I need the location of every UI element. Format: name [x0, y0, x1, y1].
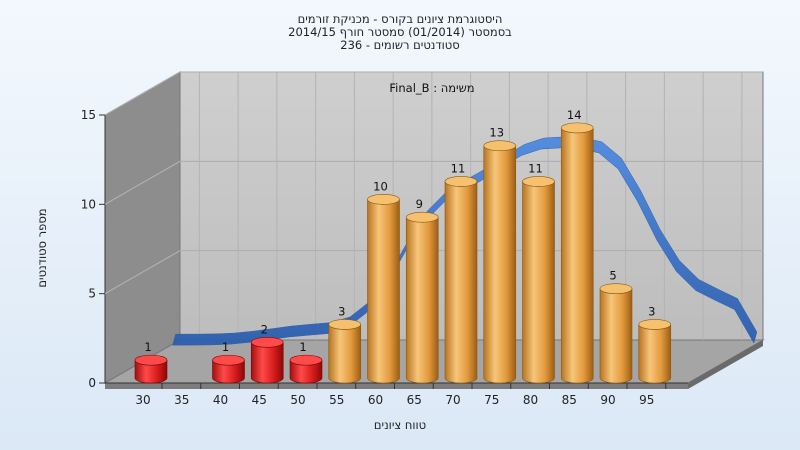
x-tick-label: 35 — [174, 393, 189, 407]
bar-80: 11 — [522, 161, 555, 384]
bar-40: 1 — [212, 340, 245, 384]
x-tick-label: 80 — [523, 393, 538, 407]
x-tick-label: 65 — [407, 393, 422, 407]
bar-90: 5 — [599, 269, 633, 384]
bar-body — [444, 181, 478, 384]
bar-body — [522, 181, 555, 384]
bar-65: 9 — [405, 197, 439, 384]
bar-value-label: 1 — [299, 340, 306, 354]
bar-top — [405, 211, 439, 223]
chart-title-line-1: היסטוגרמת ציונים בקורס - מכניקת זורמים — [298, 12, 503, 26]
y-tick-label: 5 — [88, 287, 96, 301]
bar-95: 3 — [638, 304, 672, 384]
bar-45: 2 — [250, 322, 284, 384]
bar-top — [599, 283, 633, 294]
bar-top — [212, 354, 245, 366]
x-tick-label: 30 — [135, 393, 150, 407]
bar-body — [328, 324, 362, 384]
bar-body — [367, 199, 400, 384]
bar-body — [560, 127, 594, 384]
bar-value-label: 2 — [261, 322, 268, 336]
y-tick-label: 0 — [88, 376, 96, 390]
bar-top — [134, 354, 168, 366]
x-tick-label: 85 — [562, 393, 577, 407]
y-tick-label: 10 — [81, 197, 96, 211]
bar-70: 11 — [444, 161, 478, 384]
bar-top — [367, 194, 400, 205]
bar-value-label: 1 — [222, 340, 229, 354]
x-tick-label: 75 — [484, 393, 499, 407]
bar-top — [289, 354, 323, 366]
chart-title-line-2: בסמסטר (01/2014) סמסטר חורף 2014/15 — [288, 25, 512, 39]
bar-body — [405, 217, 439, 384]
bar-55: 3 — [328, 304, 362, 384]
bar-top — [250, 336, 284, 348]
side-gridline — [104, 160, 181, 205]
bar-value-label: 14 — [567, 108, 582, 122]
y-tick-label: 15 — [81, 108, 96, 122]
bar-value-label: 1 — [144, 340, 151, 354]
bar-value-label: 10 — [373, 179, 388, 193]
x-tick-label: 90 — [600, 393, 615, 407]
bar-value-label: 3 — [648, 304, 655, 318]
side-gridline — [104, 71, 181, 116]
x-tick-label: 50 — [290, 393, 305, 407]
side-wall — [104, 71, 181, 384]
floor-front-edge — [105, 383, 688, 389]
bar-top — [328, 319, 362, 330]
x-tick-label: 45 — [252, 393, 267, 407]
x-axis-label: טווח ציונים — [374, 418, 426, 432]
y-axis-label: מספר סטודנטים — [35, 208, 49, 287]
bar-value-label: 3 — [338, 304, 345, 318]
bar-body — [638, 324, 672, 384]
side-gridline — [104, 250, 181, 295]
bar-top — [483, 140, 517, 152]
bar-value-label: 5 — [609, 269, 616, 283]
bar-body — [483, 145, 517, 384]
bar-value-label: 13 — [489, 126, 504, 140]
x-tick-label: 40 — [213, 393, 228, 407]
x-tick-label: 95 — [639, 393, 654, 407]
x-tick-label: 70 — [445, 393, 460, 407]
x-tick-label: 60 — [368, 393, 383, 407]
bar-value-label: 11 — [451, 161, 466, 175]
chart-title-line-3: סטודנטים רשומים - 236 — [340, 38, 459, 52]
bar-top — [560, 122, 594, 134]
bar-top — [522, 176, 555, 187]
task-label: משימה : Final_B — [389, 81, 474, 95]
floor-side-edge — [688, 340, 763, 389]
bar-75: 13 — [483, 126, 517, 384]
bar-value-label: 9 — [416, 197, 423, 211]
bar-85: 14 — [560, 108, 594, 384]
bar-top — [444, 176, 478, 187]
bar-50: 1 — [289, 340, 323, 384]
bar-60: 10 — [367, 179, 400, 384]
bar-body — [250, 342, 284, 384]
bar-body — [599, 288, 633, 384]
bar-value-label: 11 — [528, 161, 543, 175]
bar-top — [638, 319, 672, 330]
bar-30: 1 — [134, 340, 168, 384]
x-tick-label: 55 — [329, 393, 344, 407]
